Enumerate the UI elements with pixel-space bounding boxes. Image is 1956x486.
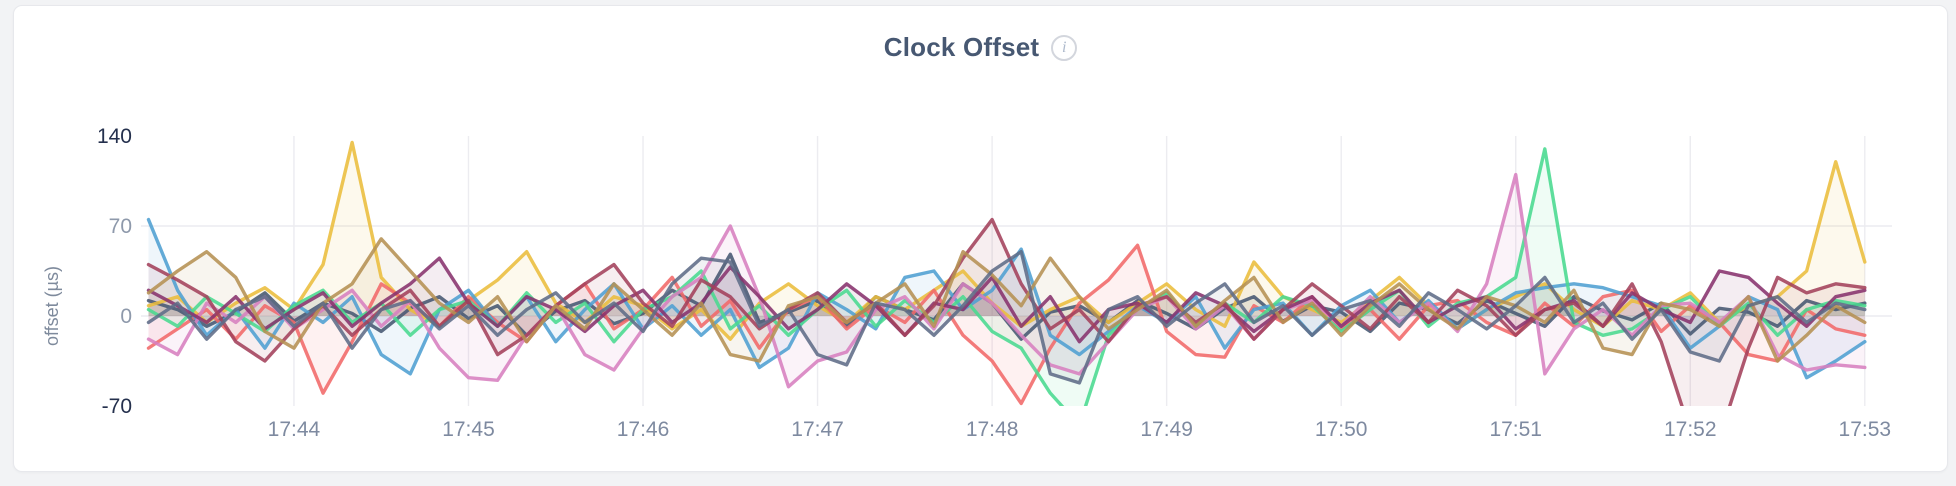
x-tick-label: 17:48 xyxy=(966,418,1019,441)
y-tick-label: -70 xyxy=(102,395,132,418)
y-axis-title: offset (µs) xyxy=(42,266,62,346)
chart-header: Clock Offset i xyxy=(14,32,1947,63)
x-tick-label: 17:51 xyxy=(1489,418,1542,441)
clock-offset-plot[interactable]: 140 70 0 -70 17:44 17:45 17:46 17:47 17:48 17:49 1… xyxy=(14,68,1947,468)
y-tick-label: 70 xyxy=(109,215,132,238)
series-line-8 xyxy=(146,217,1867,406)
chart-card: Clock Offset i 140 70 0 -70 17:44 17:45 17:46 1… xyxy=(13,5,1948,472)
series-fill-5 xyxy=(148,148,1865,406)
clock-offset-chart[interactable]: 140 70 0 -70 17:44 17:45 17:46 17:47 17:48 17:49 1… xyxy=(14,68,1947,468)
x-tick-label: 17:44 xyxy=(268,418,321,441)
y-tick-label: 0 xyxy=(120,305,132,328)
info-icon[interactable]: i xyxy=(1051,34,1078,61)
x-tick-label: 17:53 xyxy=(1839,418,1892,441)
series-fill-6 xyxy=(148,174,1865,387)
series-line-9 xyxy=(146,237,1867,363)
x-tick-label: 17:52 xyxy=(1664,418,1717,441)
series-line-6 xyxy=(146,172,1867,389)
x-tick-label: 17:47 xyxy=(791,418,844,441)
x-tick-label: 17:50 xyxy=(1315,418,1368,441)
x-tick-label: 17:45 xyxy=(442,418,495,441)
x-tick-label: 17:49 xyxy=(1140,418,1193,441)
y-tick-label: 140 xyxy=(97,125,132,148)
series-line-10 xyxy=(146,250,1867,385)
x-tick-label: 17:46 xyxy=(617,418,670,441)
series-fill-7 xyxy=(148,258,1865,342)
chart-title: Clock Offset xyxy=(883,32,1040,62)
series-fill-3 xyxy=(148,245,1865,404)
